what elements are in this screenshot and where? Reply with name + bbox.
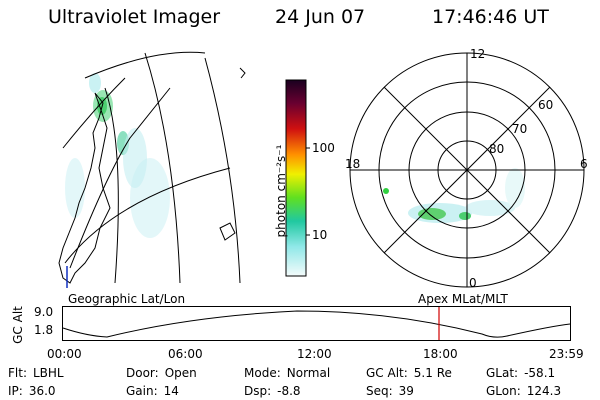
time-tick-1200: 12:00 <box>297 347 332 361</box>
time-tick-1800: 18:00 <box>423 347 458 361</box>
lat-label-80: 80 <box>489 142 505 156</box>
colorbar-tick-100: 100 <box>312 141 335 155</box>
status-seq: Seq: 39 <box>366 384 414 398</box>
time-tick-0600: 06:00 <box>168 347 203 361</box>
status-glat: GLat: -58.1 <box>486 366 556 380</box>
colorbar-unit-label: photon cm⁻²s⁻¹ <box>274 144 288 238</box>
aurora-emission-geo <box>65 73 170 238</box>
time-tick-2359: 23:59 <box>549 347 584 361</box>
altitude-curve <box>62 310 571 338</box>
altitude-plot-ylabel: GC Alt <box>11 306 25 344</box>
status-dsp: Dsp: -8.8 <box>244 384 301 398</box>
status-gain: Gain: 14 <box>126 384 179 398</box>
time-tick-0000: 00:00 <box>47 347 82 361</box>
geographic-map <box>58 51 246 288</box>
status-gc-alt: GC Alt: 5.1 Re <box>366 366 452 380</box>
colorbar <box>285 79 310 277</box>
observation-time: 17:46:46 UT <box>432 6 549 28</box>
coastline <box>58 92 111 284</box>
altitude-ytick-high: 9.0 <box>34 305 54 319</box>
status-ip: IP: 36.0 <box>8 384 56 398</box>
observation-date: 24 Jun 07 <box>275 6 366 28</box>
aurora-emission-polar <box>383 168 525 223</box>
polar-plot <box>349 52 585 288</box>
altitude-plot <box>62 306 571 341</box>
lat-label-60: 60 <box>538 98 554 112</box>
status-door: Door: Open <box>126 366 197 380</box>
status-flt: Flt: LBHL <box>8 366 64 380</box>
mlt-label-6: 6 <box>580 157 588 171</box>
altitude-ytick-low: 1.8 <box>34 323 54 337</box>
status-mode: Mode: Normal <box>244 366 331 380</box>
mlt-label-12: 12 <box>470 47 486 61</box>
mlt-label-0: 0 <box>469 276 477 290</box>
geographic-map-label: Geographic Lat/Lon <box>68 292 186 306</box>
mlt-label-18: 18 <box>345 157 361 171</box>
polar-grid <box>349 52 585 288</box>
status-glon: GLon: 124.3 <box>486 384 562 398</box>
apex-map-label: Apex MLat/MLT <box>418 292 508 306</box>
lat-lon-grid <box>62 51 241 284</box>
lat-label-70: 70 <box>512 122 528 136</box>
instrument-title: Ultraviolet Imager <box>48 6 221 28</box>
colorbar-tick-10: 10 <box>312 228 328 242</box>
